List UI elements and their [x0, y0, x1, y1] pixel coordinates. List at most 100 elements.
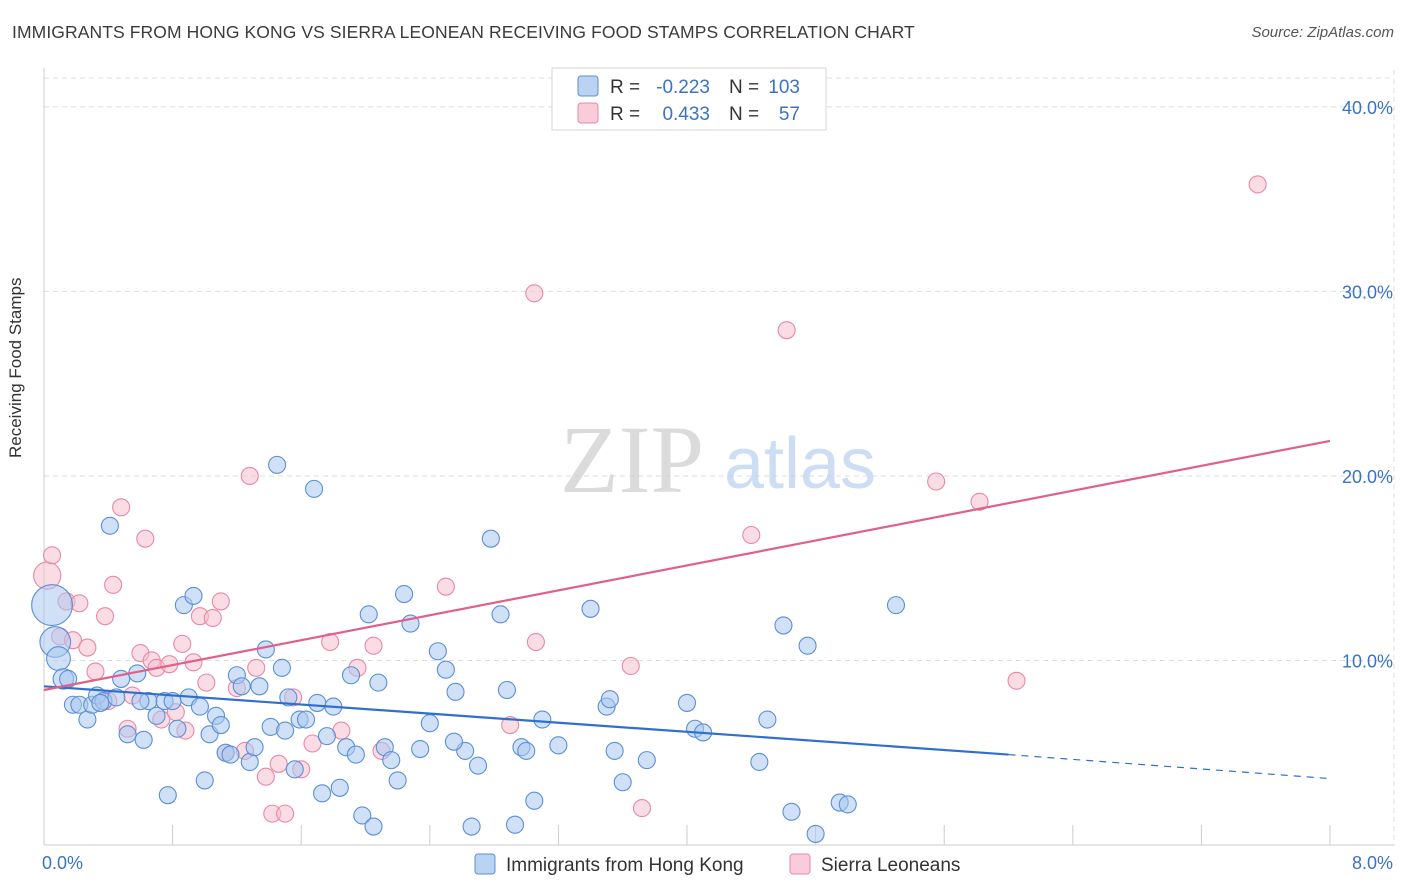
blue-point	[341, 666, 361, 685]
blue-point	[221, 745, 240, 764]
blue-point	[637, 751, 656, 770]
blue-point	[369, 673, 388, 692]
blue-point	[46, 646, 71, 672]
blue-point	[330, 778, 349, 797]
blue-point	[420, 714, 439, 733]
blue-point	[382, 751, 401, 770]
blue-point	[190, 697, 209, 716]
blue-point	[346, 745, 365, 764]
legend-r-label: R =	[610, 104, 640, 125]
blue-point	[107, 688, 126, 707]
blue-point	[758, 710, 777, 729]
blue-point	[317, 727, 336, 746]
blue-point	[232, 677, 251, 696]
legend-n-label: N =	[729, 77, 759, 98]
pink-point	[247, 658, 266, 677]
legend-box: R = -0.223 N = 103 R = 0.433 N = 57	[551, 67, 827, 131]
pink-point	[42, 546, 62, 565]
blue-point	[806, 824, 825, 843]
pink-point	[927, 472, 946, 491]
blue-point	[600, 690, 619, 709]
blue-point	[481, 529, 500, 548]
pink-point	[86, 662, 105, 681]
blue-point	[517, 741, 536, 760]
y-tick-label: 30.0%	[1342, 282, 1393, 302]
watermark-zip: ZIP	[560, 406, 704, 513]
bottom-legend-label: Immigrants from Hong Kong	[506, 855, 744, 876]
blue-point	[436, 660, 455, 679]
blue-point	[211, 716, 230, 735]
pink-point	[96, 607, 115, 626]
pink-point	[1248, 175, 1267, 194]
axes	[43, 68, 1394, 846]
blue-point	[118, 725, 137, 744]
pink-point	[276, 804, 295, 823]
blue-point	[581, 599, 600, 618]
blue-point	[505, 815, 525, 834]
blue-point	[444, 732, 463, 751]
pink-point	[269, 754, 288, 773]
pink-point	[777, 321, 796, 340]
blue-point	[364, 817, 383, 836]
blue-point	[525, 791, 544, 810]
blue-point	[428, 642, 447, 661]
pink-trend-line	[43, 439, 1331, 692]
blue-point	[838, 795, 857, 814]
blue-point	[353, 806, 372, 825]
pink-point	[112, 498, 131, 517]
legend-n-value: 103	[768, 77, 800, 98]
blue-point	[395, 584, 414, 604]
blue-point	[256, 640, 275, 659]
blue-point	[468, 756, 488, 775]
pink-point	[240, 466, 259, 486]
blue-point	[750, 752, 769, 772]
blue-point	[279, 688, 298, 707]
blue-point	[359, 605, 378, 624]
blue-point	[100, 516, 119, 535]
pink-point	[526, 632, 545, 652]
blue-point	[613, 773, 632, 792]
watermark: ZIP atlas	[560, 406, 876, 513]
pink-point	[211, 592, 230, 611]
legend-n-value: 57	[779, 104, 800, 125]
blue-point	[886, 596, 906, 615]
blue-point	[491, 605, 510, 624]
blue-point	[168, 719, 187, 738]
blue-point	[91, 693, 110, 712]
pink-point	[632, 799, 652, 818]
blue-point	[774, 616, 793, 635]
legend-r-value: -0.223	[656, 77, 710, 98]
pink-point	[970, 492, 989, 511]
bottom-legend-swatch-pink	[789, 853, 811, 875]
blue-point	[195, 771, 214, 790]
blue-point	[131, 692, 150, 711]
pink-point	[136, 529, 155, 548]
pink-point	[203, 608, 222, 628]
grid-lines	[44, 70, 1395, 845]
blue-point	[782, 802, 801, 821]
blue-point	[184, 586, 203, 605]
y-tick-label: 10.0%	[1342, 651, 1393, 671]
watermark-atlas: atlas	[724, 424, 876, 504]
blue-point	[677, 693, 697, 712]
legend-n-label: N =	[729, 104, 759, 125]
blue-point	[250, 677, 269, 696]
blue-point	[272, 658, 291, 677]
legend-swatch-blue	[577, 75, 599, 97]
pink-point	[364, 636, 383, 655]
blue-point	[497, 680, 517, 700]
blue-point	[313, 784, 332, 803]
pink-point	[1007, 671, 1026, 690]
blue-point	[549, 736, 568, 755]
bottom-legend: Immigrants from Hong Kong Sierra Leoneans	[474, 853, 960, 876]
blue-point	[605, 741, 624, 760]
pink-point	[525, 284, 544, 303]
legend-r-value: 0.433	[662, 104, 710, 125]
blue-point	[411, 739, 430, 759]
blue-point	[296, 710, 316, 729]
pink-point	[104, 575, 123, 594]
y-tick-label: 40.0%	[1342, 98, 1393, 118]
legend-swatch-pink	[577, 102, 599, 124]
blue-point	[276, 721, 295, 740]
